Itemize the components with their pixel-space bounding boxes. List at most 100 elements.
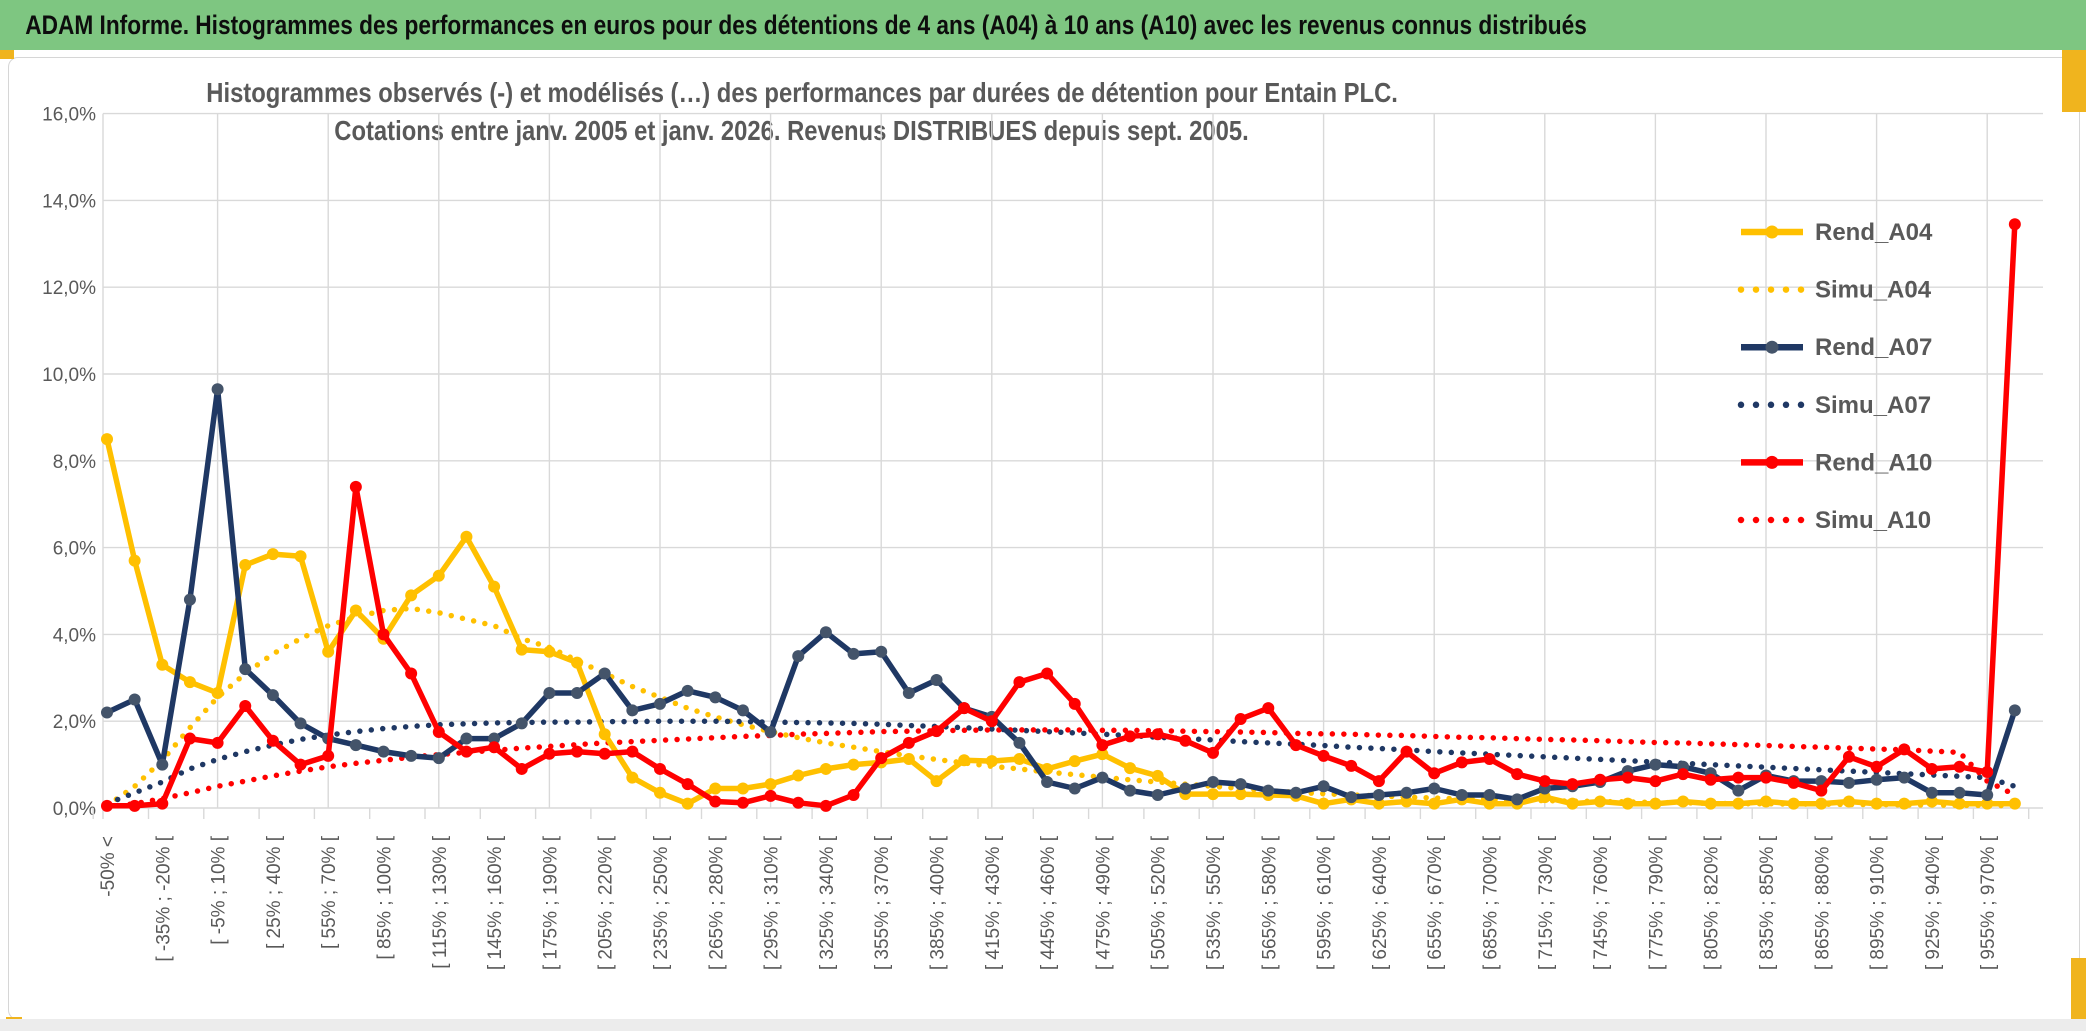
y-tick-label: 10,0% — [42, 365, 96, 386]
y-tick-label: 0,0% — [53, 799, 96, 820]
x-category-label: [ 895% ; 910% [ — [1868, 835, 1889, 970]
marker-Rend_A04 — [101, 433, 113, 446]
marker-Rend_A04 — [2008, 797, 2021, 810]
marker-Rend_A10 — [543, 747, 556, 760]
marker-Rend_A07 — [1483, 788, 1496, 801]
y-tick-label: 12,0% — [42, 278, 96, 299]
marker-Rend_A07 — [847, 647, 860, 660]
marker-Rend_A04 — [322, 645, 335, 658]
marker-Rend_A10 — [847, 788, 860, 801]
marker-Rend_A10 — [1455, 756, 1468, 769]
marker-Rend_A07 — [1925, 786, 1938, 799]
x-category-label: [ 295% ; 310% [ — [762, 835, 783, 970]
series-Simu_A04 — [104, 605, 2018, 809]
marker-Rend_A10 — [1511, 768, 1524, 781]
marker-Rend_A10 — [1704, 773, 1717, 786]
y-tick-label: 6,0% — [53, 539, 96, 560]
marker-Rend_A07 — [1898, 771, 1911, 784]
marker-Rend_A04 — [1621, 797, 1634, 810]
marker-Rend_A04 — [598, 728, 611, 741]
marker-Rend_A07 — [571, 686, 584, 699]
marker-Rend_A10 — [764, 789, 777, 802]
marker-Rend_A07 — [1151, 788, 1164, 801]
x-category-label: [ 475% ; 490% [ — [1093, 835, 1114, 970]
marker-Rend_A10 — [1179, 734, 1192, 747]
marker-Rend_A04 — [1649, 797, 1662, 810]
marker-Rend_A07 — [1096, 771, 1109, 784]
marker-Rend_A07 — [1317, 780, 1330, 793]
marker-Rend_A04 — [1953, 797, 1966, 810]
marker-Rend_A04 — [985, 755, 998, 768]
marker-Rend_A07 — [266, 689, 279, 702]
marker-Rend_A07 — [488, 732, 501, 745]
marker-Rend_A07 — [1842, 776, 1855, 789]
x-category-label: [ 385% ; 400% [ — [928, 835, 949, 970]
marker-Rend_A10 — [1317, 749, 1330, 762]
marker-Rend_A04 — [1428, 797, 1441, 810]
marker-Rend_A10 — [2008, 218, 2021, 231]
marker-Rend_A10 — [101, 799, 113, 812]
marker-Rend_A07 — [1870, 773, 1883, 786]
marker-Rend_A10 — [1787, 776, 1800, 789]
marker-Rend_A10 — [156, 797, 169, 810]
legend-label-Simu_A04: Simu_A04 — [1815, 277, 1932, 304]
marker-Rend_A07 — [405, 749, 418, 762]
marker-Rend_A04 — [1898, 797, 1911, 810]
y-tick-label: 14,0% — [42, 191, 96, 212]
marker-Rend_A04 — [930, 775, 943, 788]
legend-marker-Rend_A10 — [1765, 455, 1779, 469]
marker-Rend_A10 — [792, 796, 805, 809]
x-category-label: [ 325% ; 340% [ — [817, 835, 838, 970]
marker-Rend_A10 — [902, 736, 915, 749]
marker-Rend_A10 — [930, 725, 943, 738]
x-category-label: [ 685% ; 700% [ — [1481, 835, 1502, 970]
marker-Rend_A10 — [1594, 773, 1607, 786]
chart-title-line1: Histogrammes observés (-) et modélisés (… — [206, 77, 1398, 108]
marker-Rend_A07 — [626, 704, 639, 717]
x-category-label: [ 535% ; 550% [ — [1204, 835, 1225, 970]
marker-Rend_A07 — [819, 626, 832, 639]
x-category-label: [ 115% ; 130% [ — [430, 835, 451, 968]
marker-Rend_A07 — [239, 663, 252, 676]
marker-Rend_A04 — [1234, 788, 1247, 801]
marker-Rend_A04 — [1538, 791, 1551, 804]
x-category-label: [ 505% ; 520% [ — [1149, 835, 1170, 970]
marker-Rend_A04 — [543, 645, 556, 658]
marker-Rend_A10 — [211, 736, 224, 749]
marker-Rend_A04 — [819, 762, 832, 775]
x-category-label: [ 265% ; 280% [ — [706, 835, 727, 970]
marker-Rend_A07 — [1013, 736, 1026, 749]
marker-Rend_A07 — [543, 686, 556, 699]
marker-Rend_A04 — [902, 752, 915, 765]
marker-Rend_A10 — [488, 741, 501, 754]
marker-Rend_A04 — [1815, 797, 1828, 810]
marker-Rend_A10 — [1262, 702, 1275, 715]
marker-Rend_A07 — [183, 593, 196, 606]
y-tick-label: 2,0% — [53, 712, 96, 733]
marker-Rend_A10 — [1898, 743, 1911, 756]
marker-Rend_A07 — [1289, 786, 1302, 799]
marker-Rend_A10 — [598, 747, 611, 760]
marker-Rend_A04 — [1732, 797, 1745, 810]
marker-Rend_A07 — [2008, 704, 2021, 717]
marker-Rend_A04 — [1594, 795, 1607, 808]
marker-Rend_A10 — [266, 734, 279, 747]
series-Simu_A10 — [104, 727, 2018, 810]
marker-Rend_A04 — [1317, 797, 1330, 810]
marker-Rend_A10 — [1289, 739, 1302, 752]
marker-Rend_A10 — [239, 700, 252, 713]
marker-Rend_A10 — [985, 715, 998, 728]
marker-Rend_A07 — [1455, 788, 1468, 801]
marker-Rend_A07 — [377, 745, 390, 758]
marker-Rend_A10 — [1649, 775, 1662, 788]
marker-Rend_A10 — [1345, 759, 1358, 772]
marker-Rend_A10 — [460, 745, 473, 758]
marker-Rend_A10 — [1483, 752, 1496, 765]
marker-Rend_A04 — [1925, 795, 1938, 808]
marker-Rend_A07 — [460, 732, 473, 745]
marker-Rend_A07 — [1732, 784, 1745, 797]
marker-Rend_A04 — [1013, 752, 1026, 765]
yellow-accent-bottom-right — [2071, 958, 2086, 1031]
x-category-label: [ 865% ; 880% [ — [1812, 835, 1833, 970]
marker-Rend_A10 — [709, 795, 722, 808]
